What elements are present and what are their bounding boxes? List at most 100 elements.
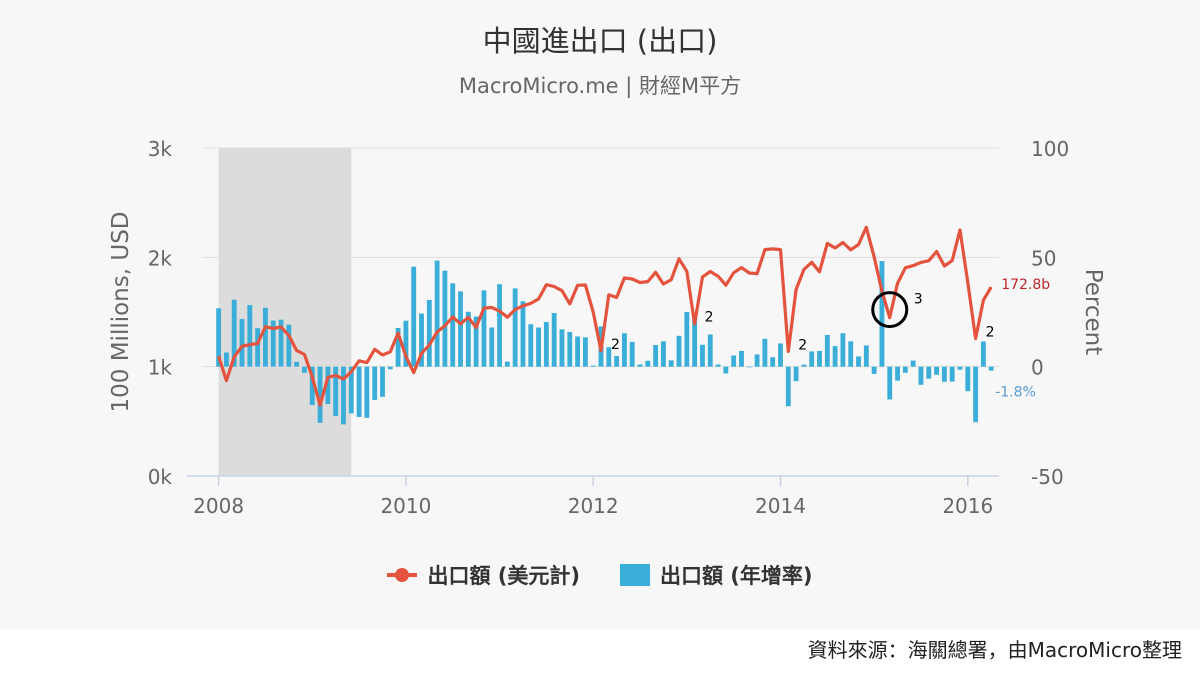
bar bbox=[762, 338, 768, 367]
bar bbox=[286, 324, 292, 367]
bar bbox=[231, 299, 237, 367]
bar bbox=[348, 366, 354, 414]
bar bbox=[754, 354, 760, 367]
bar bbox=[957, 366, 963, 370]
bar bbox=[575, 336, 581, 367]
bar bbox=[434, 260, 440, 367]
legend-bar-label: 出口額 (年增率) bbox=[660, 564, 813, 588]
bar bbox=[801, 364, 807, 367]
bar bbox=[832, 346, 838, 367]
bar bbox=[707, 334, 713, 367]
bar bbox=[551, 313, 557, 367]
bar bbox=[684, 312, 690, 367]
bar bbox=[778, 343, 783, 367]
legend-line-label: 出口額 (美元計) bbox=[427, 564, 580, 588]
bar bbox=[333, 366, 339, 417]
y-left-tick-label: 3k bbox=[148, 137, 173, 161]
line-series bbox=[217, 225, 993, 407]
bar bbox=[723, 366, 729, 374]
bar bbox=[856, 356, 861, 367]
bar bbox=[356, 366, 362, 417]
bar bbox=[653, 345, 659, 367]
bar bbox=[645, 360, 651, 367]
bar bbox=[785, 366, 791, 407]
bar bbox=[590, 365, 596, 367]
bar bbox=[980, 341, 986, 367]
bar bbox=[481, 290, 487, 367]
bar bbox=[731, 355, 737, 367]
bar bbox=[223, 352, 229, 367]
bar bbox=[809, 351, 815, 367]
bar bbox=[411, 266, 417, 367]
bar bbox=[419, 313, 424, 367]
bar bbox=[512, 288, 518, 367]
bar bbox=[567, 331, 573, 367]
source-note: 資料來源：海關總署，由MacroMicro整理 bbox=[807, 638, 1182, 662]
bar bbox=[848, 341, 854, 367]
bar bbox=[637, 364, 643, 367]
annotation-label: 3 bbox=[914, 292, 923, 308]
bar bbox=[536, 327, 541, 367]
bar bbox=[263, 307, 268, 367]
legend-item-bar[interactable]: 出口額 (年增率) bbox=[620, 560, 813, 590]
bar bbox=[458, 291, 463, 367]
bar bbox=[309, 366, 315, 405]
bar bbox=[614, 355, 620, 367]
chart-legend: 出口額 (美元計) 出口額 (年增率) bbox=[0, 560, 1200, 590]
bar bbox=[387, 366, 393, 370]
bar bbox=[887, 366, 893, 400]
y-right-tick-label: 0 bbox=[1031, 356, 1044, 380]
bar bbox=[895, 366, 900, 381]
chart-area: 0k 1k 2k 3k -50 0 50 100 100 Millions, USD Percen… bbox=[0, 24, 1200, 590]
y-left-tick-label: 0k bbox=[148, 465, 173, 489]
bar bbox=[746, 366, 752, 368]
bar bbox=[793, 366, 799, 382]
legend-item-line[interactable]: 出口額 (美元計) bbox=[387, 560, 580, 590]
bar bbox=[216, 308, 222, 367]
bar bbox=[442, 270, 448, 367]
bar bbox=[341, 366, 346, 425]
bar bbox=[840, 333, 846, 367]
bar bbox=[473, 316, 479, 367]
bar bbox=[910, 360, 916, 367]
y-left-axis-title: 100 Millions, USD bbox=[108, 211, 134, 412]
bar bbox=[528, 324, 534, 367]
annotation-label: 2 bbox=[611, 337, 620, 353]
bar bbox=[739, 350, 744, 367]
bar bbox=[395, 327, 401, 367]
bar bbox=[380, 366, 385, 397]
bar bbox=[450, 283, 456, 367]
bar bbox=[325, 366, 331, 405]
y-right-tick-label: 50 bbox=[1031, 246, 1056, 270]
annotation-circle bbox=[871, 291, 909, 329]
x-tick-label: 2012 bbox=[568, 494, 619, 518]
annotation-label: 2 bbox=[986, 324, 995, 340]
bar bbox=[606, 347, 612, 367]
bar bbox=[817, 350, 822, 367]
bar bbox=[692, 318, 698, 367]
bar bbox=[629, 341, 635, 367]
bar bbox=[364, 366, 370, 418]
bar bbox=[770, 357, 776, 367]
bar bbox=[668, 360, 674, 367]
bar bbox=[426, 299, 432, 367]
bar bbox=[863, 345, 869, 367]
legend-bar-swatch bbox=[620, 564, 650, 586]
bar bbox=[934, 366, 939, 375]
bar bbox=[489, 327, 495, 367]
bar bbox=[918, 366, 924, 385]
bar bbox=[700, 344, 705, 367]
legend-line-swatch bbox=[387, 568, 418, 582]
bar-last-value-label: -1.8% bbox=[995, 385, 1036, 401]
bar bbox=[949, 366, 955, 382]
bar bbox=[965, 366, 971, 392]
bar bbox=[676, 335, 682, 367]
bar bbox=[255, 328, 261, 367]
bar bbox=[294, 361, 300, 367]
x-tick-label: 2016 bbox=[942, 494, 993, 518]
annotation-label: 2 bbox=[705, 310, 714, 326]
bar bbox=[543, 322, 549, 367]
bar bbox=[559, 329, 565, 367]
bar bbox=[372, 366, 378, 400]
bar bbox=[926, 366, 932, 379]
